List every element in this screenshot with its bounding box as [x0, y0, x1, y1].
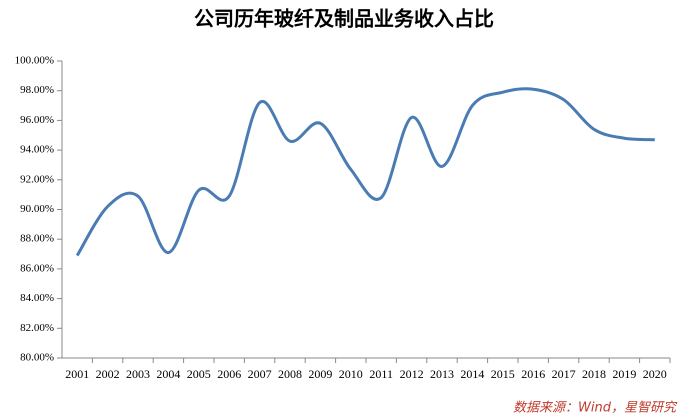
x-tick-label: 2019 — [612, 367, 636, 381]
y-tick-label: 92.00% — [20, 173, 54, 185]
x-tick-label: 2015 — [491, 367, 515, 381]
x-tick-label: 2001 — [65, 367, 89, 381]
chart-title: 公司历年玻纤及制品业务收入占比 — [194, 7, 494, 31]
y-tick-label: 88.00% — [20, 233, 54, 245]
x-tick-label: 2012 — [400, 367, 424, 381]
y-tick-label: 80.00% — [20, 352, 54, 364]
x-tick-label: 2005 — [187, 367, 211, 381]
x-tick-label: 2008 — [278, 367, 302, 381]
y-tick-label: 94.00% — [20, 144, 54, 156]
x-tick-label: 2003 — [126, 367, 150, 381]
x-tick-label: 2016 — [521, 367, 545, 381]
x-tick-label: 2007 — [248, 367, 272, 381]
x-tick-label: 2004 — [156, 367, 180, 381]
x-tick-label: 2002 — [96, 367, 120, 381]
y-tick-label: 98.00% — [20, 84, 54, 96]
y-tick-label: 86.00% — [20, 262, 54, 274]
y-tick-label: 82.00% — [20, 322, 54, 334]
x-tick-label: 2009 — [308, 367, 332, 381]
source-note: 数据来源：Wind，星智研究 — [513, 400, 678, 416]
y-tick-label: 84.00% — [20, 292, 54, 304]
x-tick-label: 2010 — [339, 367, 363, 381]
x-tick-label: 2017 — [552, 367, 576, 381]
x-tick-label: 2006 — [217, 367, 241, 381]
x-tick-label: 2011 — [369, 367, 393, 381]
y-tick-label: 96.00% — [20, 114, 54, 126]
y-tick-label: 90.00% — [20, 203, 54, 215]
y-tick-label: 100.00% — [15, 55, 54, 67]
x-tick-label: 2018 — [582, 367, 606, 381]
data-line — [75, 87, 655, 257]
x-tick-label: 2014 — [460, 367, 484, 381]
x-tick-label: 2020 — [643, 367, 667, 381]
x-tick-label: 2013 — [430, 367, 454, 381]
